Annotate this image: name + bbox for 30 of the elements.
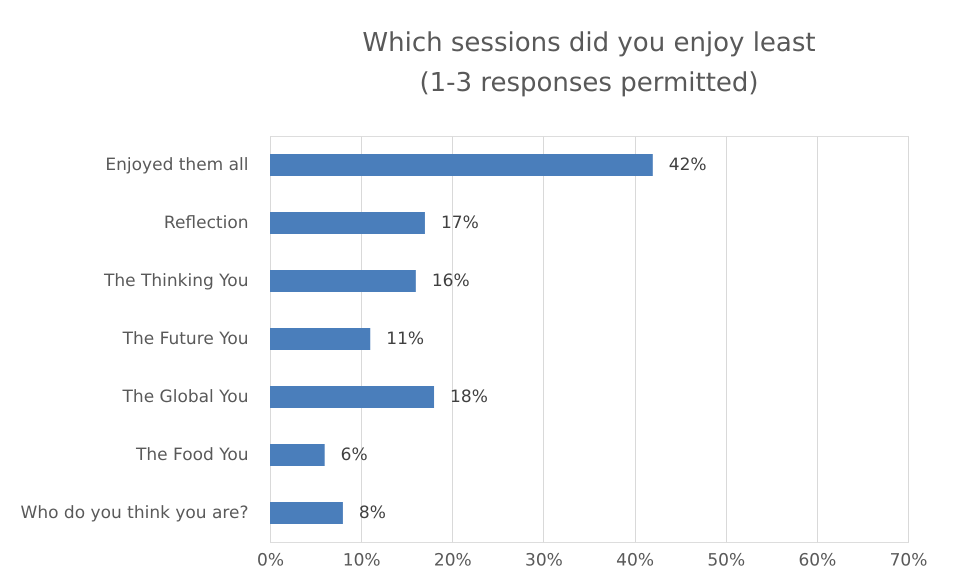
x-tick-label: 10%: [342, 550, 381, 570]
x-tick-label: 20%: [434, 550, 472, 570]
y-tick-label: Who do you think you are?: [20, 503, 248, 523]
x-tick-label: 70%: [890, 550, 928, 570]
x-tick-label: 40%: [616, 550, 654, 570]
bar: [270, 386, 434, 408]
data-label: 8%: [358, 503, 386, 523]
bar: [270, 154, 653, 176]
bar: [270, 212, 425, 234]
data-label: 18%: [450, 387, 488, 407]
y-tick-label: The Global You: [122, 387, 248, 407]
x-tick-label: 50%: [707, 550, 746, 570]
data-label: 6%: [340, 445, 368, 465]
data-label: 17%: [440, 213, 479, 233]
data-label: 42%: [668, 155, 707, 175]
y-tick-label: The Food You: [135, 445, 248, 465]
data-label: 11%: [386, 329, 424, 349]
y-tick-label: The Thinking You: [102, 271, 248, 291]
y-tick-label: The Future You: [122, 329, 248, 349]
bar: [270, 328, 370, 350]
y-tick-label: Enjoyed them all: [105, 155, 248, 175]
y-tick-label: Reflection: [164, 213, 248, 233]
x-tick-label: 30%: [525, 550, 563, 570]
bar: [270, 502, 343, 524]
x-tick-label: 60%: [798, 550, 836, 570]
bar: [270, 444, 325, 466]
chart-title: Which sessions did you enjoy least (1-3 responses permitted): [362, 28, 816, 98]
x-tick-label: 0%: [257, 550, 284, 570]
bar: [270, 270, 416, 292]
data-label: 16%: [432, 271, 470, 291]
